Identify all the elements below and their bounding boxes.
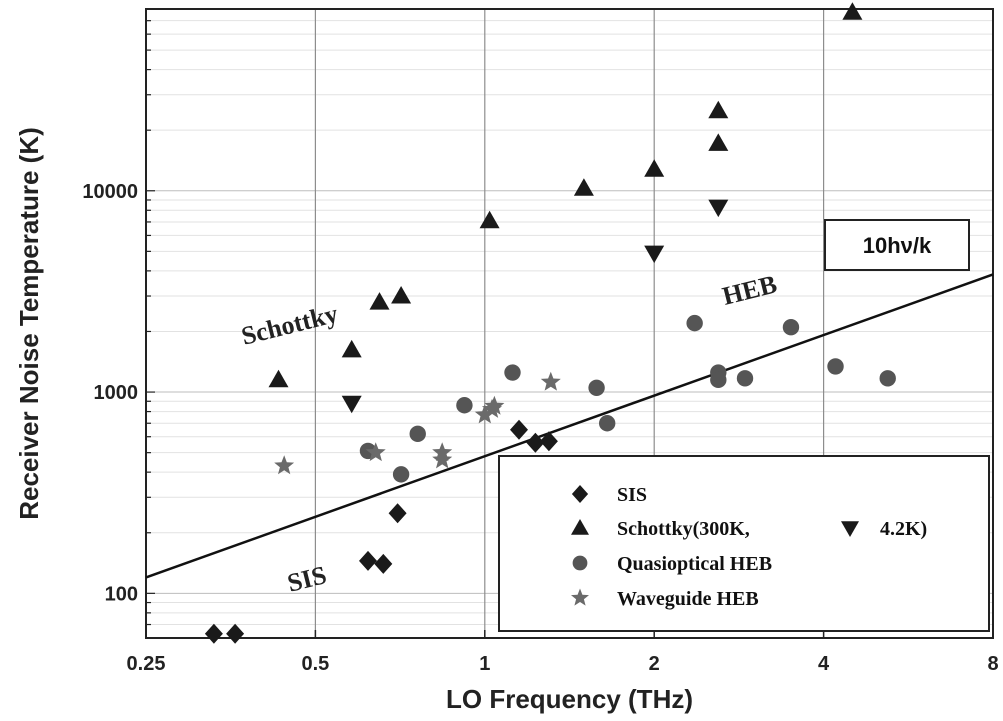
x-tick-label: 4 — [818, 653, 830, 675]
waveguide-heb-point — [474, 404, 495, 424]
schottky-300k-point — [341, 339, 362, 358]
quasioptical-heb-point — [504, 364, 521, 381]
quasioptical-heb-point — [710, 371, 727, 389]
sis-point — [388, 503, 407, 524]
legend-marker-waveguide-heb — [571, 588, 589, 606]
y-tick-label: 1000 — [94, 382, 139, 404]
schottky-300k-point — [479, 210, 500, 229]
y-tick-label: 100 — [105, 583, 138, 605]
y-tick-label: 10000 — [82, 181, 138, 203]
annotation-schottky: Schottky — [238, 299, 340, 351]
schottky-300k-point — [391, 286, 412, 304]
quasioptical-heb-point — [686, 314, 703, 332]
sis-point — [526, 432, 545, 453]
quasioptical-heb-point — [782, 319, 800, 336]
schottky-300k-point — [708, 100, 729, 119]
quasioptical-heb-point — [588, 379, 605, 396]
schottky-300k-point — [842, 2, 863, 20]
annotation-heb: HEB — [719, 269, 779, 310]
quasioptical-heb-point — [392, 466, 410, 483]
schottky-300k-point — [369, 292, 390, 310]
legend-label-waveguide-heb: Waveguide HEB — [617, 588, 759, 610]
sis-point — [204, 623, 223, 644]
waveguide-heb-point — [484, 395, 505, 415]
grid — [146, 9, 993, 638]
legend-label-sis: SIS — [617, 484, 647, 506]
y-axis-label: Receiver Noise Temperature (K) — [14, 127, 44, 520]
quasioptical-heb-point — [409, 425, 426, 443]
legend-label-schottky-300k: Schottky(300K, — [617, 518, 750, 540]
x-axis-label: LO Frequency (THz) — [446, 684, 693, 714]
quasioptical-heb-point — [456, 397, 473, 414]
waveguide-heb-point — [274, 455, 295, 475]
quasioptical-heb-point — [598, 415, 616, 432]
sis-point — [539, 431, 558, 452]
x-tick-label: 1 — [479, 653, 490, 675]
quasioptical-heb-point — [879, 370, 896, 387]
4-2k-point — [341, 395, 362, 414]
quasioptical-heb-point — [827, 358, 844, 375]
x-tick-label: 8 — [987, 653, 998, 675]
legend-label-quasioptical-heb: Quasioptical HEB — [617, 553, 772, 575]
legend-marker-schottky-4k — [841, 521, 859, 537]
waveguide-heb-point — [365, 442, 386, 462]
axis-ticks: 0.25 0.5 1 2 4 8 100 1000 10000 — [82, 20, 999, 675]
4-2k-point — [644, 245, 665, 264]
sis-point — [226, 623, 245, 644]
sis-point — [374, 553, 393, 574]
4-2k-point — [708, 199, 729, 218]
reference-line: 10hν/k — [145, 219, 994, 579]
x-tick-label: 0.25 — [127, 653, 166, 675]
schottky-300k-point — [573, 178, 594, 196]
x-tick-label: 0.5 — [301, 653, 329, 675]
reference-line-10hv-k — [145, 273, 994, 579]
legend: SIS Schottky(300K, 4.2K) Quasioptical HEB Wa… — [498, 455, 990, 632]
legend-marker-quasioptical-heb — [572, 555, 588, 571]
reference-line-label: 10hν/k — [863, 233, 932, 258]
sis-point — [359, 550, 377, 571]
waveguide-heb-point — [432, 449, 453, 469]
schottky-300k-point — [708, 133, 729, 151]
schottky-300k-point — [644, 159, 665, 177]
sis-point — [510, 419, 528, 440]
schottky-300k-point — [268, 369, 289, 388]
legend-marker-sis — [571, 485, 589, 503]
legend-marker-schottky-300k — [571, 519, 589, 535]
data-points — [204, 2, 896, 644]
plot-frame — [145, 8, 994, 639]
annotation-sis: SIS — [284, 560, 329, 598]
legend-label-schottky-4k: 4.2K) — [880, 518, 927, 540]
quasioptical-heb-point — [736, 370, 754, 387]
waveguide-heb-point — [540, 371, 561, 391]
reference-line-label-box — [824, 219, 970, 271]
x-tick-label: 2 — [649, 653, 660, 675]
